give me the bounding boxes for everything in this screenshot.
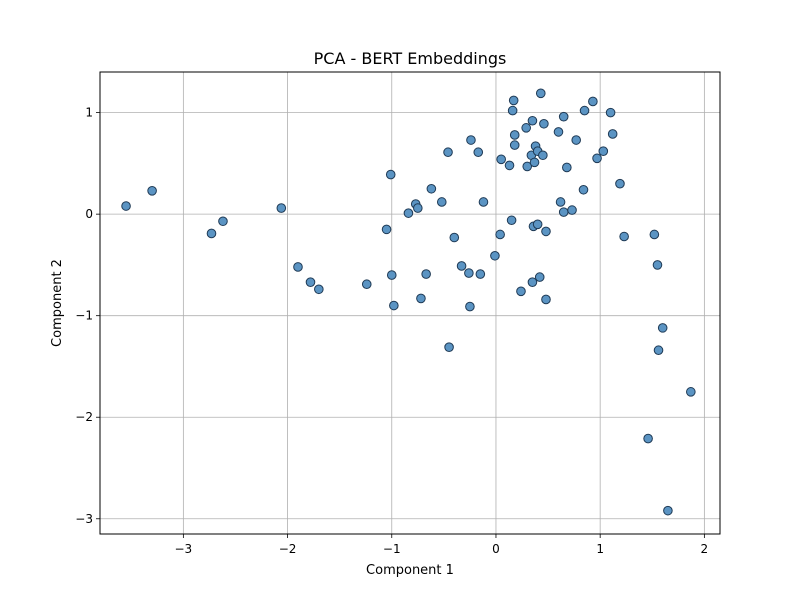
data-point bbox=[509, 130, 520, 140]
data-point bbox=[652, 260, 663, 270]
data-point bbox=[643, 433, 653, 444]
plot-area bbox=[100, 72, 720, 534]
data-point bbox=[657, 323, 668, 333]
data-point bbox=[555, 197, 566, 207]
data-point bbox=[466, 135, 476, 145]
data-point bbox=[607, 129, 618, 139]
data-point bbox=[416, 293, 426, 304]
data-point bbox=[571, 135, 582, 145]
data-point bbox=[385, 169, 396, 180]
data-point bbox=[532, 219, 543, 230]
data-point bbox=[443, 147, 453, 158]
x-axis-ticks: −3 −2 −1 0 1 2 bbox=[175, 534, 709, 556]
y-tick-label: 0 bbox=[85, 207, 93, 221]
data-point bbox=[496, 154, 506, 165]
data-point bbox=[619, 231, 629, 242]
data-point bbox=[539, 118, 549, 129]
data-point bbox=[490, 250, 500, 261]
data-point bbox=[663, 505, 673, 516]
data-point bbox=[535, 88, 546, 99]
data-point bbox=[206, 228, 217, 239]
data-point bbox=[421, 269, 431, 279]
data-point bbox=[314, 284, 324, 295]
data-point bbox=[558, 111, 569, 122]
data-point bbox=[381, 224, 392, 235]
data-point bbox=[121, 201, 131, 211]
data-point bbox=[615, 178, 625, 189]
data-point bbox=[444, 342, 454, 352]
y-axis-label: Component 2 bbox=[50, 259, 65, 347]
y-tick-label: −3 bbox=[75, 512, 93, 526]
data-point bbox=[553, 127, 564, 137]
data-point bbox=[403, 208, 414, 218]
y-tick-label: 1 bbox=[85, 106, 93, 120]
data-point bbox=[478, 197, 489, 207]
data-point bbox=[473, 147, 484, 158]
data-point bbox=[389, 300, 399, 311]
data-point bbox=[579, 105, 590, 116]
data-point bbox=[293, 262, 303, 272]
chart-title: PCA - BERT Embeddings bbox=[314, 49, 507, 68]
plot-frame bbox=[99, 71, 721, 535]
y-tick-label: −1 bbox=[75, 309, 93, 323]
data-point bbox=[413, 203, 423, 213]
data-point bbox=[578, 184, 589, 195]
x-tick-label: 2 bbox=[701, 542, 709, 556]
data-point bbox=[426, 183, 437, 194]
x-tick-label: −1 bbox=[383, 542, 401, 556]
data-point bbox=[686, 387, 696, 397]
data-points bbox=[121, 88, 696, 516]
data-point bbox=[649, 229, 660, 240]
data-point bbox=[218, 216, 228, 227]
data-point bbox=[527, 277, 538, 287]
data-point bbox=[436, 197, 447, 207]
x-tick-label: 1 bbox=[596, 542, 604, 556]
data-point bbox=[541, 226, 551, 237]
data-point bbox=[598, 146, 609, 156]
data-point bbox=[541, 294, 551, 305]
data-point bbox=[592, 153, 602, 164]
data-point bbox=[522, 161, 533, 172]
x-axis-label: Component 1 bbox=[366, 563, 454, 578]
x-tick-label: −2 bbox=[279, 542, 297, 556]
data-point bbox=[507, 105, 518, 116]
data-point bbox=[509, 140, 520, 150]
data-point bbox=[506, 215, 517, 226]
x-tick-label: 0 bbox=[492, 542, 500, 556]
data-point bbox=[465, 301, 475, 312]
data-point bbox=[475, 269, 486, 279]
data-point bbox=[147, 186, 157, 196]
data-point bbox=[504, 160, 515, 171]
data-point bbox=[449, 232, 460, 243]
data-point bbox=[529, 157, 540, 168]
data-point bbox=[495, 229, 505, 240]
data-point bbox=[562, 162, 572, 173]
y-axis-ticks: −3 −2 −1 0 1 bbox=[75, 106, 100, 526]
data-point bbox=[464, 268, 474, 278]
data-point bbox=[516, 286, 526, 297]
data-point bbox=[558, 207, 569, 217]
data-point bbox=[361, 279, 372, 290]
data-point bbox=[386, 270, 397, 280]
data-point bbox=[276, 203, 287, 213]
data-point bbox=[567, 205, 577, 215]
data-point bbox=[588, 96, 598, 107]
data-point bbox=[653, 345, 664, 356]
data-point bbox=[538, 150, 548, 161]
data-point bbox=[527, 115, 538, 126]
data-point bbox=[456, 261, 467, 271]
data-point bbox=[521, 123, 531, 133]
data-point bbox=[605, 107, 616, 118]
data-point bbox=[508, 95, 519, 106]
data-point bbox=[534, 272, 545, 282]
y-tick-label: −2 bbox=[75, 410, 93, 424]
data-point bbox=[305, 277, 316, 287]
x-tick-label: −3 bbox=[175, 542, 193, 556]
